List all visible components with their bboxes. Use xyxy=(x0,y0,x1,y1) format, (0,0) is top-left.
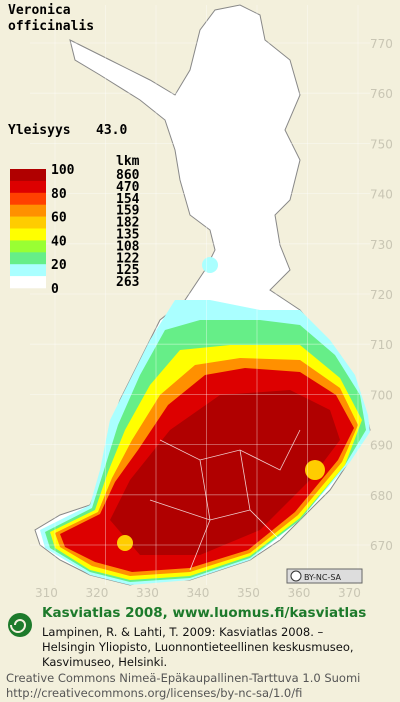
legend-count: 470 xyxy=(116,180,140,195)
grid: 770 760 750 740 730 720 710 700 690 680 670 310 320 3… xyxy=(30,5,393,600)
legend-swatch xyxy=(10,228,46,241)
legend-count: 263 xyxy=(116,275,139,290)
license-badge xyxy=(286,568,363,584)
grid-label: 690 xyxy=(370,439,393,453)
legend-count: 122 xyxy=(116,251,139,266)
grid-label: 670 xyxy=(370,539,393,553)
legend-count: 159 xyxy=(116,204,139,219)
citation: Lampinen, R. & Lahti, T. 2009: Kasviatla… xyxy=(42,625,324,639)
frequency-value: 43.0 xyxy=(96,123,127,138)
legend-count: 182 xyxy=(116,216,139,231)
grid-label: 340 xyxy=(187,586,210,600)
grid-label: 350 xyxy=(237,586,260,600)
grid-label: 710 xyxy=(370,338,393,352)
grid-label: 320 xyxy=(86,586,109,600)
legend-scale-label: 40 xyxy=(51,234,67,249)
citation: Helsingin Yliopisto, Luonnontieteellinen… xyxy=(42,640,354,654)
legend-count: 108 xyxy=(116,239,140,254)
legend-swatch xyxy=(10,264,46,277)
legend-count: 154 xyxy=(116,192,140,207)
legend-swatch xyxy=(10,216,46,229)
legend: 100 80 60 40 20 0 8604701541591821351081221252… xyxy=(10,163,140,297)
legend-swatch xyxy=(10,276,46,289)
legend-swatch xyxy=(10,180,46,194)
occurrence-area xyxy=(40,257,370,585)
grid-label: 680 xyxy=(370,489,393,503)
legend-scale-label: 100 xyxy=(51,163,75,178)
grid-label: 360 xyxy=(288,586,311,600)
legend-count: 860 xyxy=(116,168,140,183)
grid-label: 760 xyxy=(370,87,393,101)
grid-label: 700 xyxy=(370,388,393,402)
legend-swatch xyxy=(10,192,46,205)
grid-label: 310 xyxy=(35,586,58,600)
legend-scale-label: 20 xyxy=(51,258,67,273)
legend-swatch xyxy=(10,240,46,253)
grid-label: 740 xyxy=(370,188,393,202)
license-badge-text: BY-NC-SA xyxy=(304,573,342,582)
grid-label: 770 xyxy=(370,37,393,51)
legend-scale-label: 0 xyxy=(51,282,59,297)
legend-swatch xyxy=(10,252,46,265)
grid-label: 370 xyxy=(338,586,361,600)
species-name: Veronica xyxy=(8,3,71,18)
grid-label: 720 xyxy=(370,288,393,302)
legend-scale-label: 60 xyxy=(51,211,67,226)
legend-swatch xyxy=(10,204,46,217)
species-name: officinalis xyxy=(8,19,94,34)
provinces xyxy=(149,429,301,571)
brand: Kasviatlas 2008, www.luomus.fi/kasviatla… xyxy=(42,605,366,621)
legend-count-header: lkm xyxy=(116,154,140,169)
cc-icon xyxy=(290,570,302,582)
grid-label: 750 xyxy=(370,137,393,151)
frequency-label: Yleisyys xyxy=(8,123,71,138)
legend-count: 125 xyxy=(116,263,139,278)
grid-label: 330 xyxy=(136,586,159,600)
legend-swatch xyxy=(10,169,46,182)
legend-scale-label: 80 xyxy=(51,187,67,202)
legend-count: 135 xyxy=(116,228,139,243)
license: Creative Commons Nimeä-Epäkaupallinen-Ta… xyxy=(6,671,360,685)
grid-label: 730 xyxy=(370,238,393,252)
logo xyxy=(8,613,32,637)
license-url: http://creativecommons.org/licenses/by-n… xyxy=(6,686,302,700)
citation: Kasvimuseo, Helsinki. xyxy=(42,655,167,669)
texts: Veronica officinalis Yleisyys 43.0 lkm xyxy=(8,3,140,169)
